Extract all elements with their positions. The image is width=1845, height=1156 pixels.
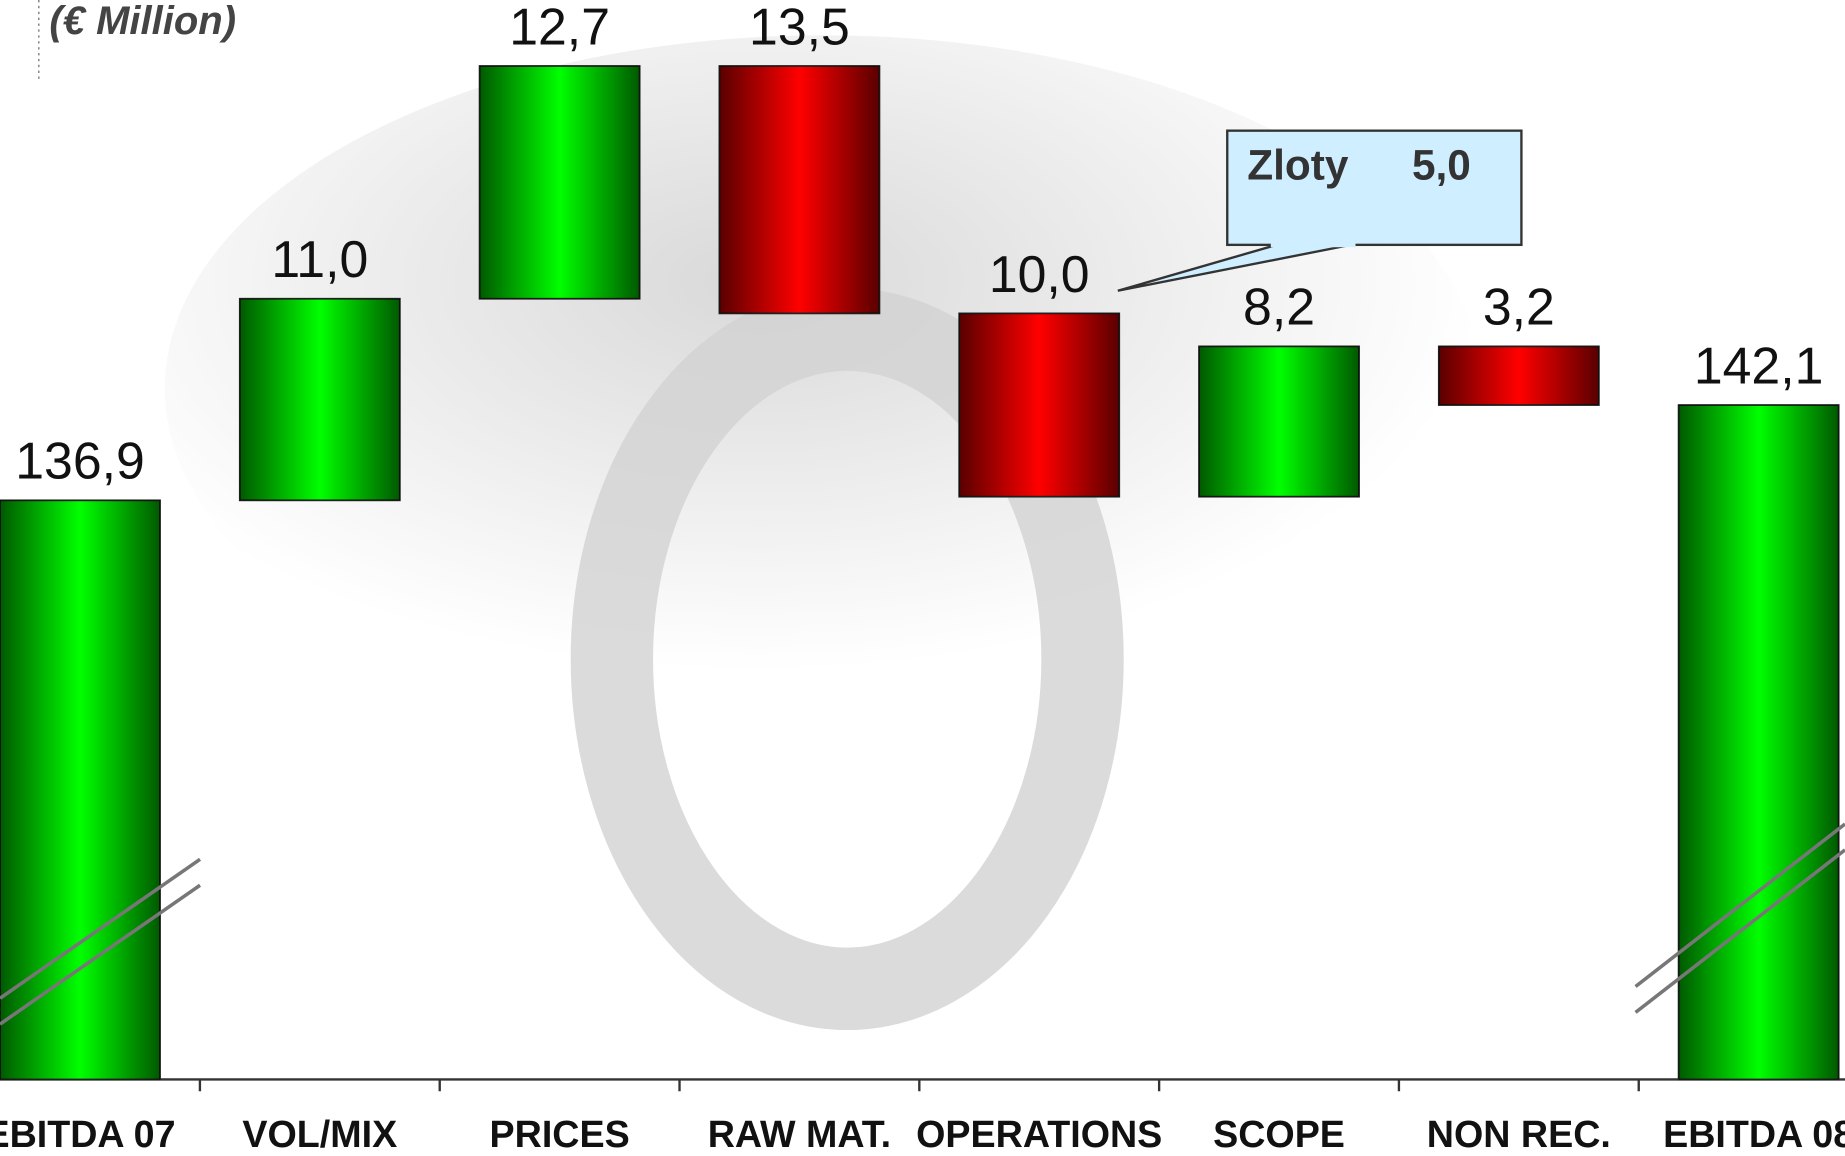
- bar-shade: [959, 313, 1120, 497]
- bar-shade: [0, 500, 161, 1080]
- axis-break: [1634, 822, 1845, 988]
- bar-shade: [1678, 405, 1839, 1080]
- value-label: 8,2: [1243, 278, 1315, 336]
- bar-shade: [719, 65, 880, 314]
- x-tick-label: NON REC.: [1427, 1113, 1611, 1155]
- x-tick-label: SCOPE: [1213, 1113, 1345, 1155]
- x-tick-label: PRICES: [490, 1113, 630, 1155]
- x-tick-label: OPERATIONS: [916, 1113, 1162, 1155]
- x-tick-label: EBITDA 07: [0, 1113, 176, 1155]
- callout-join: [1270, 240, 1356, 248]
- bar-shade: [1438, 346, 1599, 406]
- watermark-ring: [570, 288, 1124, 1031]
- callout-box: [1226, 129, 1523, 247]
- bar-shade: [1199, 346, 1360, 497]
- x-tick-label: RAW MAT.: [708, 1113, 891, 1155]
- axis-break: [1634, 848, 1845, 1014]
- callout-text: Zloty: [1247, 142, 1349, 189]
- bar-shade: [479, 65, 640, 299]
- callout-value: 5,0: [1412, 142, 1471, 189]
- value-label: 10,0: [989, 245, 1090, 303]
- value-label: 3,2: [1483, 278, 1555, 336]
- value-label: 13,5: [749, 0, 850, 55]
- chart-title: (€ Million): [49, 0, 236, 43]
- bar-shade: [239, 298, 400, 501]
- value-label: 12,7: [509, 0, 610, 55]
- value-label: 136,9: [15, 432, 145, 490]
- axis-break: [0, 883, 202, 1026]
- axis-break: [0, 857, 202, 1000]
- value-label: 11,0: [271, 230, 368, 288]
- x-tick-label: VOL/MIX: [242, 1113, 397, 1155]
- value-label: 142,1: [1694, 336, 1824, 394]
- x-tick-label: EBITDA 08: [1663, 1113, 1845, 1155]
